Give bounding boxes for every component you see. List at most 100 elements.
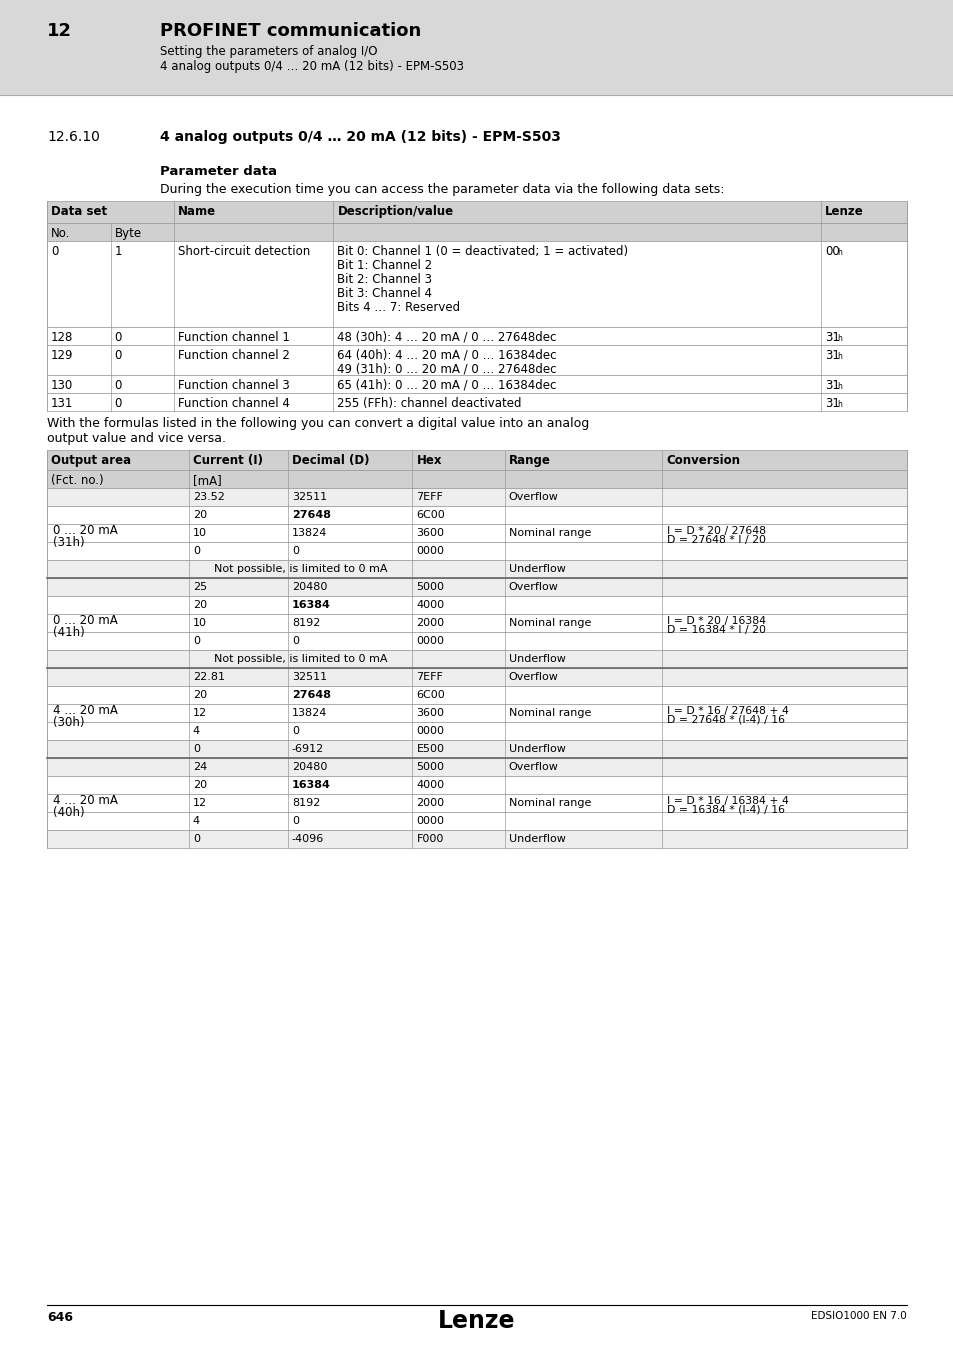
Text: No.: No. xyxy=(51,227,71,240)
Text: Name: Name xyxy=(178,205,216,217)
Bar xyxy=(47,393,906,410)
Bar xyxy=(47,578,906,595)
Text: 0: 0 xyxy=(292,815,298,826)
Text: 31: 31 xyxy=(824,331,839,344)
Text: -6912: -6912 xyxy=(292,744,324,755)
Text: 0: 0 xyxy=(114,350,122,362)
Text: 0: 0 xyxy=(292,726,298,736)
Text: 0: 0 xyxy=(193,834,200,844)
Bar xyxy=(47,327,906,346)
Text: 128: 128 xyxy=(51,331,73,344)
Text: I = D * 20 / 27648: I = D * 20 / 27648 xyxy=(666,526,765,536)
Text: 20480: 20480 xyxy=(292,582,327,593)
Text: I = D * 16 / 16384 + 4: I = D * 16 / 16384 + 4 xyxy=(666,796,788,806)
Text: 24: 24 xyxy=(193,761,207,772)
Bar xyxy=(47,614,906,632)
Text: 2000: 2000 xyxy=(416,798,444,809)
Text: 20: 20 xyxy=(193,510,207,520)
Text: 3600: 3600 xyxy=(416,528,444,539)
Text: Underflow: Underflow xyxy=(508,564,565,574)
Text: 31: 31 xyxy=(824,397,839,410)
Text: 255 (FFh): channel deactivated: 255 (FFh): channel deactivated xyxy=(337,397,521,410)
Text: PROFINET communication: PROFINET communication xyxy=(160,22,421,40)
Text: 12.6.10: 12.6.10 xyxy=(47,130,100,144)
Text: Parameter data: Parameter data xyxy=(160,165,276,178)
Text: 3600: 3600 xyxy=(416,707,444,718)
Text: Underflow: Underflow xyxy=(508,744,565,755)
Text: Output area: Output area xyxy=(51,454,131,467)
Text: 130: 130 xyxy=(51,379,73,391)
Text: Nominal range: Nominal range xyxy=(508,707,590,718)
Text: 32511: 32511 xyxy=(292,672,327,682)
Text: 0000: 0000 xyxy=(416,545,444,556)
Text: 4: 4 xyxy=(193,726,200,736)
Text: (31h): (31h) xyxy=(53,536,85,549)
Text: E500: E500 xyxy=(416,744,444,755)
Bar xyxy=(0,0,953,95)
Text: 10: 10 xyxy=(193,528,207,539)
Bar xyxy=(47,686,906,703)
Bar xyxy=(47,346,906,375)
Bar xyxy=(47,242,906,327)
Text: D = 16384 * I / 20: D = 16384 * I / 20 xyxy=(666,625,765,634)
Text: 7EFF: 7EFF xyxy=(416,672,443,682)
Bar xyxy=(47,703,906,722)
Text: Overflow: Overflow xyxy=(508,582,558,593)
Text: 5000: 5000 xyxy=(416,582,444,593)
Bar xyxy=(47,794,906,811)
Bar xyxy=(47,541,906,560)
Text: [mA]: [mA] xyxy=(193,474,221,487)
Text: 129: 129 xyxy=(51,350,73,362)
Text: 5000: 5000 xyxy=(416,761,444,772)
Text: 20: 20 xyxy=(193,780,207,790)
Text: Not possible, is limited to 0 mA: Not possible, is limited to 0 mA xyxy=(213,653,387,664)
Text: 16384: 16384 xyxy=(292,780,331,790)
Text: 8192: 8192 xyxy=(292,618,320,628)
Text: (41h): (41h) xyxy=(53,626,85,639)
Text: (Fct. no.): (Fct. no.) xyxy=(51,474,104,487)
Text: 12: 12 xyxy=(193,798,207,809)
Text: Nominal range: Nominal range xyxy=(508,798,590,809)
Bar xyxy=(47,811,906,830)
Text: 4 analog outputs 0/4 … 20 mA (12 bits) - EPM-S503: 4 analog outputs 0/4 … 20 mA (12 bits) -… xyxy=(160,59,463,73)
Text: Underflow: Underflow xyxy=(508,834,565,844)
Bar xyxy=(47,487,906,506)
Text: Conversion: Conversion xyxy=(665,454,740,467)
Text: 20480: 20480 xyxy=(292,761,327,772)
Text: Description/value: Description/value xyxy=(337,205,453,217)
Text: 25: 25 xyxy=(193,582,207,593)
Bar xyxy=(47,649,906,668)
Text: With the formulas listed in the following you can convert a digital value into a: With the formulas listed in the followin… xyxy=(47,417,589,431)
Bar xyxy=(47,223,906,242)
Text: 64 (40h): 4 … 20 mA / 0 … 16384dec: 64 (40h): 4 … 20 mA / 0 … 16384dec xyxy=(337,350,557,362)
Text: 32511: 32511 xyxy=(292,491,327,502)
Text: 16384: 16384 xyxy=(292,599,331,610)
Text: 4000: 4000 xyxy=(416,780,444,790)
Bar xyxy=(47,595,906,614)
Text: h: h xyxy=(837,382,841,391)
Bar xyxy=(47,722,906,740)
Text: Nominal range: Nominal range xyxy=(508,618,590,628)
Text: h: h xyxy=(837,248,841,256)
Text: 4 … 20 mA: 4 … 20 mA xyxy=(53,794,118,807)
Text: 0 … 20 mA: 0 … 20 mA xyxy=(53,524,117,537)
Bar xyxy=(47,632,906,649)
Text: 6C00: 6C00 xyxy=(416,690,445,701)
Text: 65 (41h): 0 … 20 mA / 0 … 16384dec: 65 (41h): 0 … 20 mA / 0 … 16384dec xyxy=(337,379,557,391)
Text: (30h): (30h) xyxy=(53,716,85,729)
Text: -4096: -4096 xyxy=(292,834,324,844)
Text: Lenze: Lenze xyxy=(824,205,862,217)
Text: 0 … 20 mA: 0 … 20 mA xyxy=(53,614,117,626)
Text: I = D * 20 / 16384: I = D * 20 / 16384 xyxy=(666,616,765,626)
Text: During the execution time you can access the parameter data via the following da: During the execution time you can access… xyxy=(160,184,723,196)
Text: 0000: 0000 xyxy=(416,815,444,826)
Text: Underflow: Underflow xyxy=(508,653,565,664)
Text: I = D * 16 / 27648 + 4: I = D * 16 / 27648 + 4 xyxy=(666,706,788,716)
Text: 49 (31h): 0 … 20 mA / 0 … 27648dec: 49 (31h): 0 … 20 mA / 0 … 27648dec xyxy=(337,363,557,377)
Text: 48 (30h): 4 … 20 mA / 0 … 27648dec: 48 (30h): 4 … 20 mA / 0 … 27648dec xyxy=(337,331,557,344)
Text: h: h xyxy=(837,400,841,409)
Text: Function channel 4: Function channel 4 xyxy=(178,397,290,410)
Text: 0000: 0000 xyxy=(416,726,444,736)
Text: Function channel 1: Function channel 1 xyxy=(178,331,290,344)
Text: 23.52: 23.52 xyxy=(193,491,225,502)
